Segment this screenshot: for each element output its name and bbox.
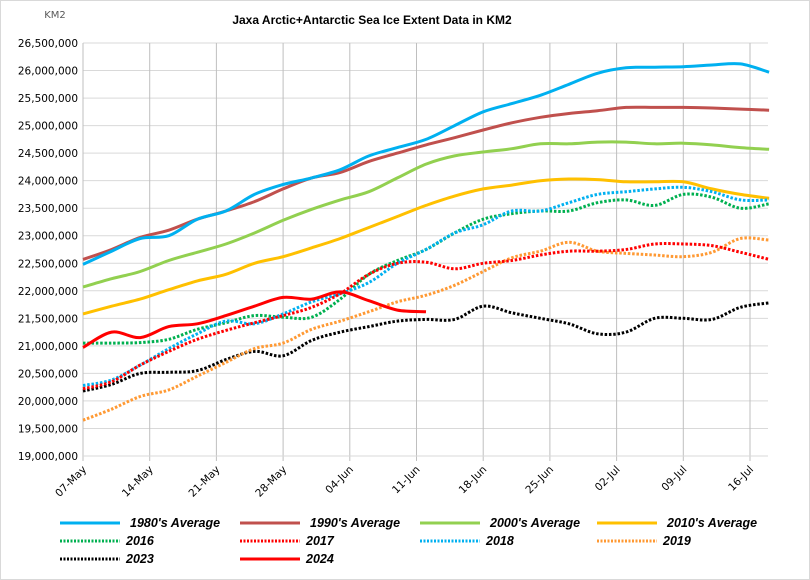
series-line-1980s-average bbox=[82, 62, 770, 266]
legend-item-2017[interactable]: 2017 bbox=[240, 534, 335, 548]
legend-item-2024[interactable]: 2024 bbox=[240, 552, 334, 566]
y-tick-label: 19,500,000 bbox=[18, 423, 78, 435]
legend-item-2016[interactable]: 2016 bbox=[60, 534, 155, 548]
series-line-2010s-average bbox=[82, 177, 770, 316]
series-line-2019 bbox=[82, 236, 770, 422]
y-tick-label: 23,500,000 bbox=[18, 203, 78, 215]
x-tick-label: 14-May bbox=[120, 464, 156, 500]
legend-item-2023[interactable]: 2023 bbox=[60, 552, 154, 566]
x-tick-label: 02-Jul bbox=[593, 464, 623, 494]
legend-label: 1980's Average bbox=[130, 516, 220, 530]
y-tick-label: 26,500,000 bbox=[18, 38, 78, 50]
y-tick-label: 21,000,000 bbox=[18, 341, 78, 353]
legend-label: 2016 bbox=[125, 534, 155, 548]
legend-item-2010s-average[interactable]: 2010's Average bbox=[597, 516, 757, 530]
series-line-1990s-average bbox=[82, 105, 770, 261]
series-line-2000s-average bbox=[82, 140, 770, 289]
x-tick-label: 16-Jul bbox=[726, 464, 756, 494]
legend-item-2019[interactable]: 2019 bbox=[597, 534, 691, 548]
series-line-2024 bbox=[82, 290, 427, 349]
x-tick-label: 04-Jun bbox=[323, 464, 356, 497]
x-tick-label: 07-May bbox=[53, 464, 89, 500]
chart-title: Jaxa Arctic+Antarctic Sea Ice Extent Dat… bbox=[232, 13, 512, 27]
y-tick-label: 24,000,000 bbox=[18, 176, 78, 188]
y-tick-label: 21,500,000 bbox=[18, 313, 78, 325]
x-tick-label: 09-Jul bbox=[659, 464, 689, 494]
y-tick-label: 26,000,000 bbox=[18, 66, 78, 78]
y-axis-unit-label: KM2 bbox=[44, 10, 66, 21]
gridlines bbox=[82, 42, 768, 461]
legend-item-2018[interactable]: 2018 bbox=[420, 534, 514, 548]
legend-label: 1990's Average bbox=[310, 516, 400, 530]
y-tick-label: 22,000,000 bbox=[18, 286, 78, 298]
y-tick-label: 25,000,000 bbox=[18, 121, 78, 133]
series-line-2016 bbox=[82, 192, 770, 345]
legend-label: 2017 bbox=[305, 534, 335, 548]
series-line-2018 bbox=[82, 185, 770, 387]
legend-label: 2024 bbox=[305, 552, 334, 566]
y-tick-label: 20,000,000 bbox=[18, 396, 78, 408]
legend-item-1990s-average[interactable]: 1990's Average bbox=[240, 516, 400, 530]
series-line-2017 bbox=[82, 242, 770, 391]
y-tick-label: 25,500,000 bbox=[18, 93, 78, 105]
legend-label: 2010's Average bbox=[666, 516, 757, 530]
legend-label: 2023 bbox=[125, 552, 154, 566]
legend-label: 2018 bbox=[485, 534, 514, 548]
x-tick-label: 28-May bbox=[253, 464, 289, 500]
x-tick-label: 21-May bbox=[187, 464, 223, 500]
x-tick-label: 25-Jun bbox=[523, 464, 556, 497]
y-tick-label: 20,500,000 bbox=[18, 368, 78, 380]
x-tick-label: 11-Jun bbox=[390, 464, 423, 497]
y-tick-label: 23,000,000 bbox=[18, 231, 78, 243]
legend-item-1980s-average[interactable]: 1980's Average bbox=[60, 516, 220, 530]
legend-label: 2000's Average bbox=[489, 516, 580, 530]
y-axis-ticks: 19,000,000 19,500,000 20,000,000 20,500,000… bbox=[18, 38, 78, 463]
y-tick-label: 24,500,000 bbox=[18, 148, 78, 160]
legend-item-2000s-average[interactable]: 2000's Average bbox=[420, 516, 580, 530]
x-tick-label: 18-Jun bbox=[457, 464, 490, 497]
y-tick-label: 22,500,000 bbox=[18, 258, 78, 270]
legend: 1980's Average 1990's Average 2000's Avera… bbox=[60, 516, 757, 566]
legend-label: 2019 bbox=[662, 534, 691, 548]
series-line-2023 bbox=[82, 301, 770, 393]
series-lines bbox=[82, 62, 770, 422]
y-tick-label: 19,000,000 bbox=[18, 451, 78, 463]
x-axis-ticks: 07-May 14-May 21-May 28-May 04-Jun 11-Jun 18-J… bbox=[53, 464, 756, 500]
